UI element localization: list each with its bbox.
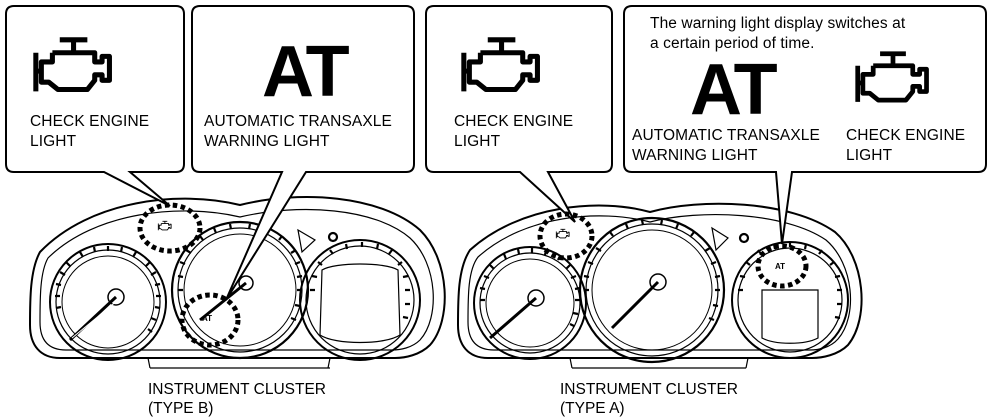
at-label-line1: AUTOMATIC TRANSAXLE <box>204 113 392 130</box>
engine-label-line2: LIGHT <box>30 133 77 150</box>
at-label-line1: AUTOMATIC TRANSAXLE <box>632 127 820 144</box>
engine-label-line1: CHECK ENGINE <box>454 113 574 130</box>
callout-engine-type-b <box>5 5 185 207</box>
instrument-cluster-type-a <box>456 202 863 369</box>
callout-at-type-b <box>191 5 415 301</box>
engine-label-line1: CHECK ENGINE <box>846 127 966 144</box>
caption-type-a-line1: INSTRUMENT CLUSTER <box>560 381 738 398</box>
highlight-engine-type-a <box>537 211 595 261</box>
engine-label-line2: LIGHT <box>846 147 893 164</box>
engine-label-line1: CHECK ENGINE <box>30 113 150 130</box>
caption-type-b-line2: (TYPE B) <box>148 400 214 417</box>
highlight-engine-type-b <box>137 202 203 254</box>
at-label-line2: WARNING LIGHT <box>204 133 330 150</box>
at-symbol-large: AT <box>262 32 350 112</box>
caption-type-a-line2: (TYPE A) <box>560 400 625 417</box>
callout-switch-type-a <box>623 5 987 245</box>
engine-label-line2: LIGHT <box>454 133 501 150</box>
highlight-at-type-b <box>179 292 241 348</box>
caption-type-b-line1: INSTRUMENT CLUSTER <box>148 381 326 398</box>
mini-engine-icon <box>157 220 172 231</box>
highlight-at-type-a <box>755 243 809 289</box>
at-label-line2: WARNING LIGHT <box>632 147 758 164</box>
switch-note-line1: The warning light display switches at <box>650 15 906 32</box>
instrument-cluster-type-b <box>28 196 446 369</box>
switch-note-line2: a certain period of time. <box>650 35 815 52</box>
mini-engine-icon <box>555 228 570 239</box>
mini-at-mark: AT <box>775 262 786 271</box>
at-symbol-large: AT <box>690 50 778 130</box>
mini-at-mark: AT <box>202 314 213 323</box>
callout-engine-type-a <box>425 5 613 223</box>
